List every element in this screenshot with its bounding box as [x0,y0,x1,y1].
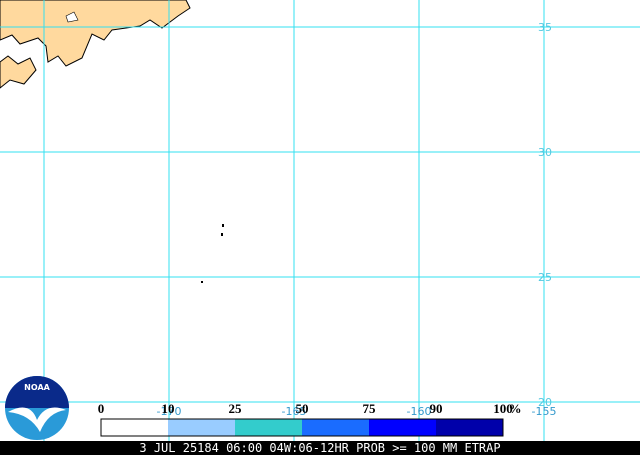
legend-tick: 0 [98,401,105,416]
lon-label: -170 [157,405,182,418]
legend-frame [100,418,504,437]
legend-tick: 10 [162,401,175,416]
lon-label: -160 [407,405,432,418]
lat-label: 20 [538,396,552,409]
footer-text: 3 JUL 25184 06:00 04W:06-12HR PROB >= 10… [139,441,500,455]
legend-tick: 100 [493,401,513,416]
logo-text: NOAA [24,383,50,392]
island [222,224,224,227]
legend-tick: 50 [296,401,309,416]
logo-top [5,376,69,408]
lat-label: 30 [538,146,552,159]
land [0,55,37,89]
lake [65,11,79,23]
legend-swatch [168,419,235,436]
island [221,233,223,236]
graticule [0,0,640,441]
land [0,0,191,67]
legend-swatch [235,419,302,436]
legend-tick: 90 [430,401,443,416]
lon-label: -155 [532,405,557,418]
legend-tick: 75 [363,401,377,416]
logo: NOAA [5,376,69,440]
legend-swatch [436,419,503,436]
lon-label: -165 [282,405,307,418]
lat-label: 25 [538,271,552,284]
footer-bar [0,441,640,455]
legend-tick: 25 [229,401,243,416]
legend-swatch [369,419,436,436]
legend-swatch [302,419,369,436]
legend-unit: % [509,401,522,416]
logo-gull [8,407,66,432]
legend-swatch [101,419,168,436]
lat-label: 35 [538,21,552,34]
island [201,281,203,283]
